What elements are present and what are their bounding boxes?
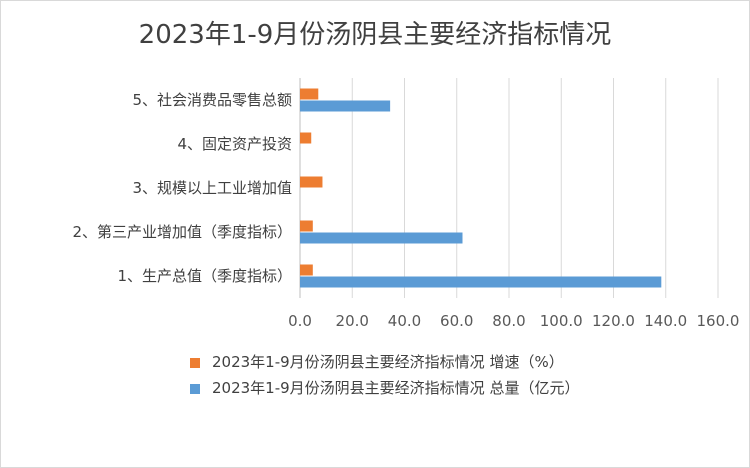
x-tick-label: 160.0 [697,312,740,330]
chart-legend: 2023年1-9月份汤阴县主要经济指标情况 增速（%） 2023年1-9月份汤阴… [190,352,632,404]
legend-item-total: 2023年1-9月份汤阴县主要经济指标情况 总量（亿元） [190,378,632,398]
bar-growth [300,264,313,276]
legend-swatch-growth [190,358,200,368]
x-tick-label: 20.0 [336,312,369,330]
y-tick-label: 4、固定资产投资 [177,135,292,153]
x-tick-label: 0.0 [288,312,312,330]
x-tick-label: 80.0 [492,312,525,330]
y-tick-label: 2、第三产业增加值（季度指标） [72,223,292,241]
bar-total [300,276,662,288]
bar-total [300,232,463,244]
x-tick-label: 40.0 [388,312,421,330]
chart-title: 2023年1-9月份汤阴县主要经济指标情况 [138,20,612,50]
x-tick-label: 60.0 [440,312,473,330]
bar-total [300,100,391,112]
legend-label-total: 2023年1-9月份汤阴县主要经济指标情况 总量（亿元） [212,379,580,397]
x-tick-label: 140.0 [644,312,687,330]
legend-item-growth: 2023年1-9月份汤阴县主要经济指标情况 增速（%） [190,352,632,372]
bar-growth [300,176,323,188]
y-tick-label: 3、规模以上工业增加值 [132,179,292,197]
x-tick-label: 120.0 [592,312,635,330]
bar-growth [300,88,319,100]
y-tick-label: 5、社会消费品零售总额 [132,91,292,109]
x-tick-label: 100.0 [540,312,583,330]
y-tick-label: 1、生产总值（季度指标） [117,267,292,285]
bar-growth [300,132,312,144]
legend-label-growth: 2023年1-9月份汤阴县主要经济指标情况 增速（%） [212,353,564,371]
bar-growth [300,220,313,232]
legend-swatch-total [190,384,200,394]
